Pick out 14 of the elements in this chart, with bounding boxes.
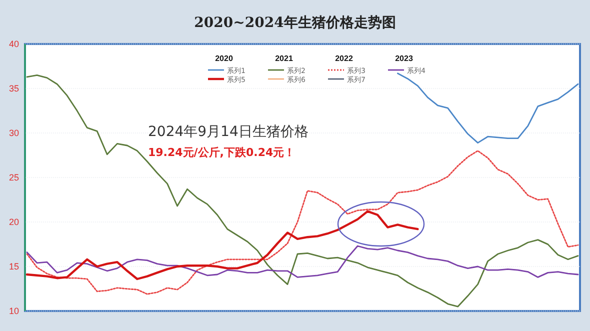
annotation: 19.24元/公斤,下跌0.24元！: [148, 146, 296, 159]
y-tick-label: 15: [8, 262, 20, 272]
y-tick-label: 30: [8, 128, 20, 138]
annotation: 2024年9月14日生猪价格: [148, 124, 308, 140]
y-tick-label: 40: [8, 39, 20, 49]
annotation: 2021: [275, 54, 294, 63]
y-tick-label: 35: [8, 84, 20, 94]
annotation: 2023: [395, 54, 414, 63]
annotation: 2020: [215, 54, 234, 63]
y-tick-label: 20: [8, 217, 20, 227]
y-tick-label: 10: [8, 306, 20, 316]
annotation: 2022: [335, 54, 354, 63]
y-tick-label: 25: [8, 172, 20, 182]
chart-title: 2020~2024年生猪价格走势图: [194, 15, 396, 31]
